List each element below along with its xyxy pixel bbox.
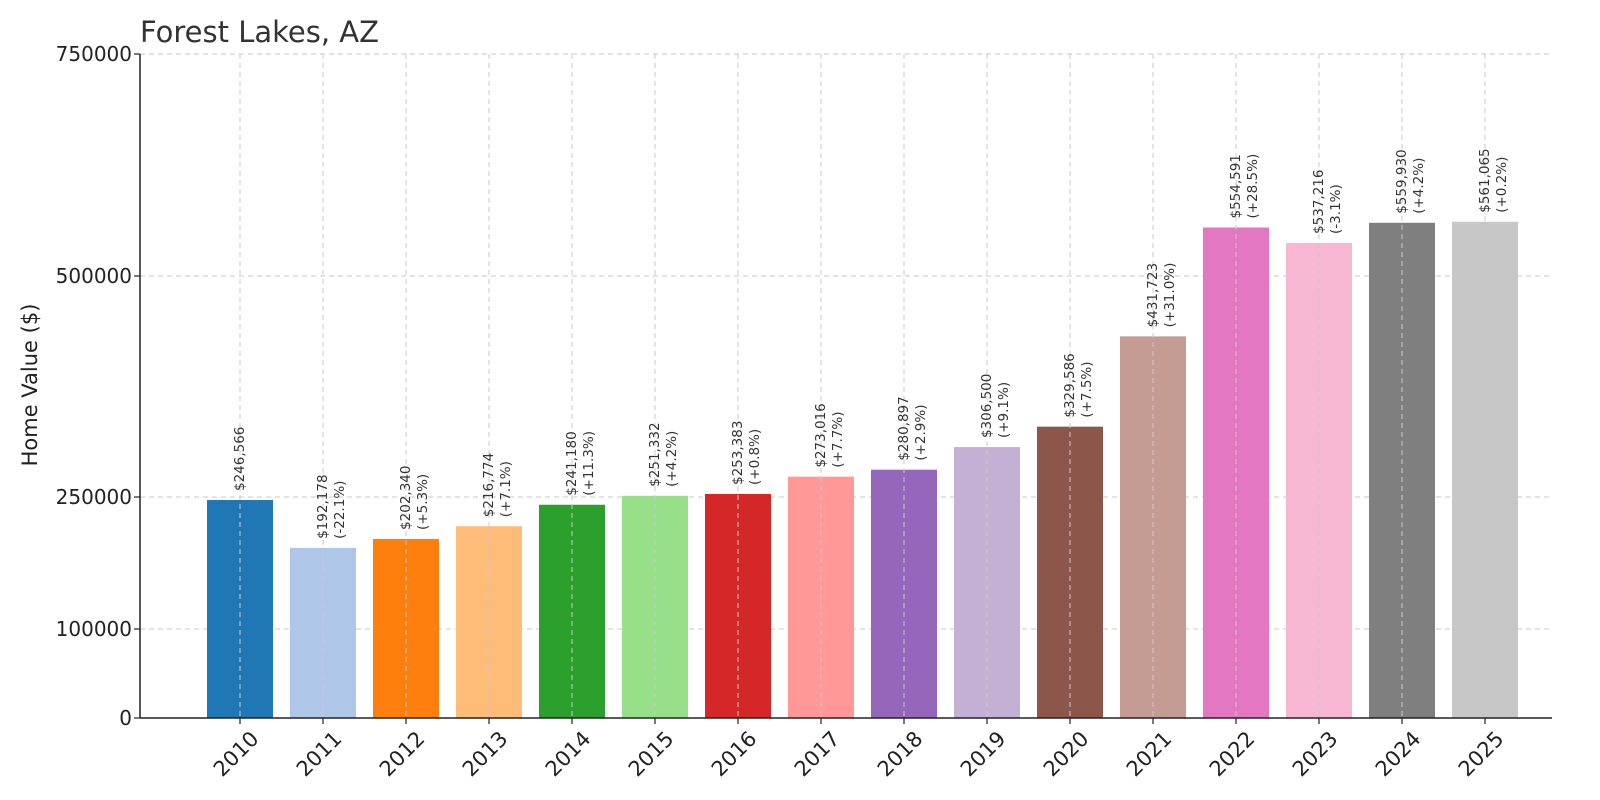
change-label-2020: (+7.5%) [1079,361,1095,417]
value-label-2025: $561,065 [1477,148,1493,212]
value-label-2017: $273,016 [813,403,829,467]
x-tick-label-2015: 2015 [624,727,679,782]
grid-lines-overlay [239,54,1486,718]
x-tick-label-2012: 2012 [375,727,430,782]
value-label-2013: $216,774 [481,453,497,517]
x-tick-label-2017: 2017 [790,727,845,782]
change-label-2025: (+0.2%) [1494,157,1510,213]
value-label-2015: $251,332 [647,422,663,486]
value-label-2019: $306,500 [979,374,995,438]
x-axis-ticks: 2010 2011 2012 2013 2014 2015 2016 2017 2018 2019… [209,718,1509,781]
value-label-2018: $280,897 [896,396,912,460]
value-label-2022: $554,591 [1228,154,1244,218]
value-label-2014: $241,180 [564,431,580,495]
data-labels: $246,566 $192,178 (-22.1%) $202,340 (+5.3%) $… [232,148,1510,539]
chart-title: Forest Lakes, AZ [140,15,379,49]
bar-2012 [373,538,439,718]
value-label-2010: $246,566 [232,427,248,491]
change-label-2019: (+9.1%) [996,382,1012,438]
change-label-2016: (+0.8%) [747,429,763,485]
value-label-2024: $559,930 [1394,149,1410,213]
bar-2010 [207,500,273,718]
y-tick-label: 250000 [56,485,132,509]
value-label-2011: $192,178 [315,474,331,538]
y-tick-label: 100000 [56,617,132,641]
bar-2019 [954,447,1020,718]
change-label-2013: (+7.1%) [498,461,514,517]
change-label-2021: (+31.0%) [1162,263,1178,328]
y-tick-label: 0 [119,706,132,730]
change-label-2023: (-3.1%) [1328,184,1344,234]
x-tick-label-2014: 2014 [541,727,596,782]
x-tick-label-2024: 2024 [1371,727,1426,782]
change-label-2022: (+28.5%) [1245,154,1261,219]
x-tick-label-2023: 2023 [1288,727,1343,782]
x-tick-label-2022: 2022 [1205,727,1260,782]
y-tick-label: 750000 [56,42,132,66]
x-tick-label-2020: 2020 [1039,727,1094,782]
y-axis-ticks: 0 100000 250000 500000 750000 [56,42,140,730]
change-label-2011: (-22.1%) [332,481,348,539]
x-tick-label-2010: 2010 [209,727,264,782]
value-label-2020: $329,586 [1062,353,1078,417]
value-label-2023: $537,216 [1311,170,1327,234]
change-label-2015: (+4.2%) [664,431,680,487]
x-tick-label-2016: 2016 [707,727,762,782]
change-label-2017: (+7.7%) [830,411,846,467]
change-label-2014: (+11.3%) [581,431,597,496]
x-tick-label-2025: 2025 [1454,727,1509,782]
value-label-2021: $431,723 [1145,263,1161,327]
x-tick-label-2019: 2019 [956,727,1011,782]
bars [207,221,1518,718]
x-tick-label-2018: 2018 [873,727,928,782]
change-label-2018: (+2.9%) [913,405,929,461]
y-axis-label: Home Value ($) [18,304,42,467]
value-label-2012: $202,340 [398,466,414,530]
x-tick-label-2013: 2013 [458,727,513,782]
axes [139,54,1552,719]
x-tick-label-2011: 2011 [292,727,347,782]
y-tick-label: 500000 [56,264,132,288]
x-tick-label-2021: 2021 [1122,727,1177,782]
change-label-2024: (+4.2%) [1411,158,1427,214]
change-label-2012: (+5.3%) [415,474,431,530]
value-label-2016: $253,383 [730,421,746,485]
